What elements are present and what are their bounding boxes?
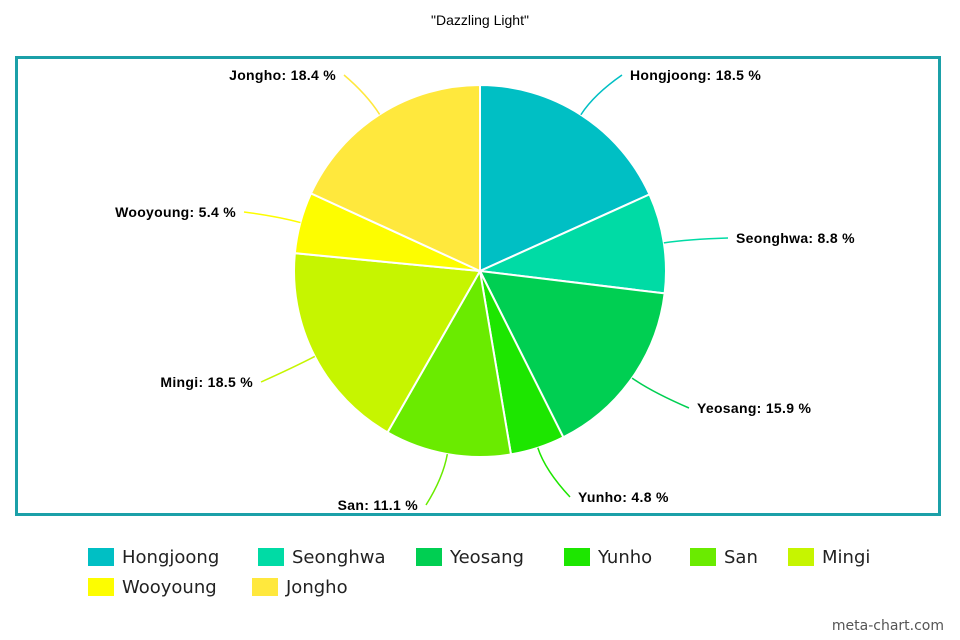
leader-line-jongho [343,74,381,115]
legend-item-wooyoung[interactable]: Wooyoung [88,576,217,598]
legend-item-seonghwa[interactable]: Seonghwa [258,546,386,568]
leader-line-hongjoong [580,74,623,116]
legend-swatch [252,578,278,596]
leader-line-mingi [260,355,316,383]
legend-label: Yeosang [450,546,524,568]
legend-swatch [690,548,716,566]
legend-swatch [564,548,590,566]
plot-frame [15,56,941,516]
legend-swatch [788,548,814,566]
slice-label-yunho: Yunho: 4.8 % [578,489,669,505]
slice-label-mingi: Mingi: 18.5 % [160,374,253,390]
legend-label: Wooyoung [122,576,217,598]
legend-item-hongjoong[interactable]: Hongjoong [88,546,219,568]
pie-slice-jongho [309,83,481,273]
pie-slice-san [386,268,513,458]
slice-label-san: San: 11.1 % [338,497,419,513]
slice-label-yeosang: Yeosang: 15.9 % [697,400,811,416]
legend-label: Mingi [822,546,871,568]
pie-slice-mingi [293,252,482,434]
leader-line-seonghwa [663,237,729,244]
pie-slice-seonghwa [476,193,667,295]
legend-item-yunho[interactable]: Yunho [564,546,652,568]
legend-item-yeosang[interactable]: Yeosang [416,546,524,568]
leader-line-san [425,453,449,506]
legend-label: Jongho [286,576,348,598]
slice-label-hongjoong: Hongjoong: 18.5 % [630,67,761,83]
slice-label-seonghwa: Seonghwa: 8.8 % [736,230,855,246]
legend-swatch [416,548,442,566]
pie-slice-yeosang [478,269,666,439]
slice-label-jongho: Jongho: 18.4 % [229,67,336,83]
pie-chart: Hongjoong: 18.5 % Seonghwa: 8.8 % Yeosang:… [115,67,855,513]
legend-label: Seonghwa [292,546,386,568]
leader-line-wooyoung [243,211,301,224]
slice-label-wooyoung: Wooyoung: 5.4 % [115,204,236,220]
watermark: meta-chart.com [831,618,944,634]
legend-swatch [258,548,284,566]
legend-swatch [88,578,114,596]
chart-title: "Dazzling Light" [431,12,529,28]
legend-item-mingi[interactable]: Mingi [788,546,870,568]
legend-label: San [724,546,758,568]
legend-label: Yunho [598,546,653,568]
legend-swatch [88,548,114,566]
leader-line-yeosang [631,377,690,409]
legend-item-san[interactable]: San [690,546,758,568]
legend-label: Hongjoong [122,546,220,568]
pie-slice-hongjoong [479,83,651,273]
leader-line-yunho [537,447,571,498]
legend-item-jongho[interactable]: Jongho [252,576,348,598]
